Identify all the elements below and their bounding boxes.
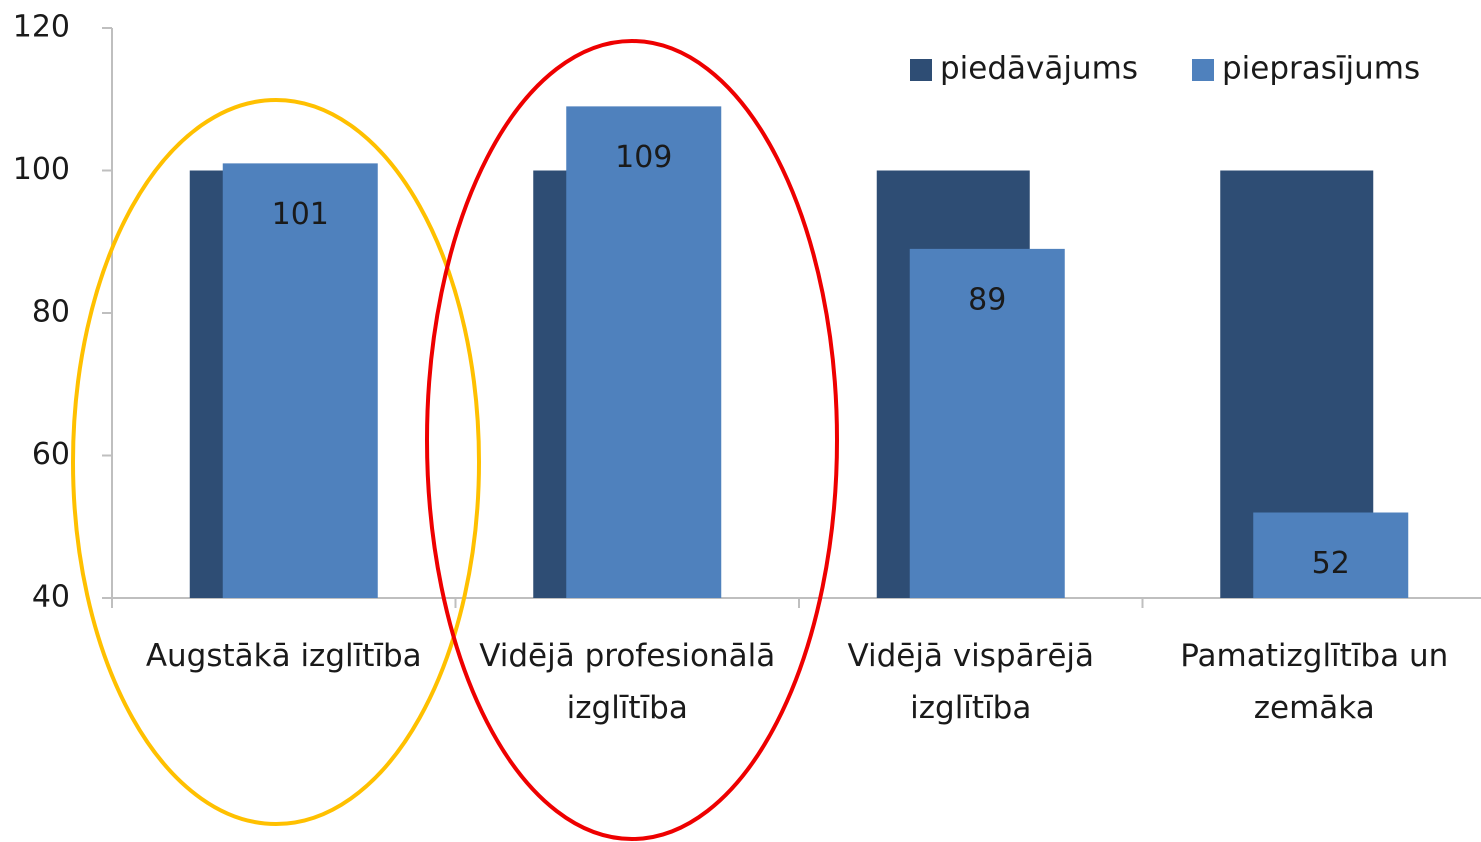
- y-tick-label: 80: [32, 295, 70, 330]
- highlight-ellipse: [71, 98, 481, 826]
- highlight-ellipse: [425, 39, 839, 841]
- bar: [222, 163, 378, 598]
- legend-swatch: [910, 59, 932, 81]
- y-tick-label: 40: [32, 580, 70, 615]
- x-tick-label: Vidējā profesionālā izglītība: [479, 638, 776, 726]
- x-tick-label: Pamatizglītība un zemāka: [1180, 638, 1449, 726]
- bar: [909, 248, 1065, 598]
- y-tick-label: 100: [13, 152, 70, 187]
- bar: [566, 106, 722, 598]
- x-tick-label: Augstākā izglītība: [145, 638, 422, 674]
- y-tick-label: 120: [13, 10, 70, 45]
- data-label: 101: [272, 197, 329, 232]
- y-tick-label: 60: [32, 437, 70, 472]
- data-label: 52: [1312, 546, 1350, 581]
- data-label: 109: [615, 140, 672, 175]
- x-tick-label: Vidējā vispārējā izglītība: [847, 638, 1095, 726]
- legend-label: pieprasījums: [1222, 51, 1420, 87]
- legend-label: piedāvājums: [940, 51, 1138, 87]
- data-label: 89: [968, 282, 1006, 317]
- legend-swatch: [1192, 59, 1214, 81]
- bar: [1253, 512, 1409, 598]
- plot: 40 60 80 100 120 101 109 89 52 piedāvājums piepras…: [13, 10, 1481, 615]
